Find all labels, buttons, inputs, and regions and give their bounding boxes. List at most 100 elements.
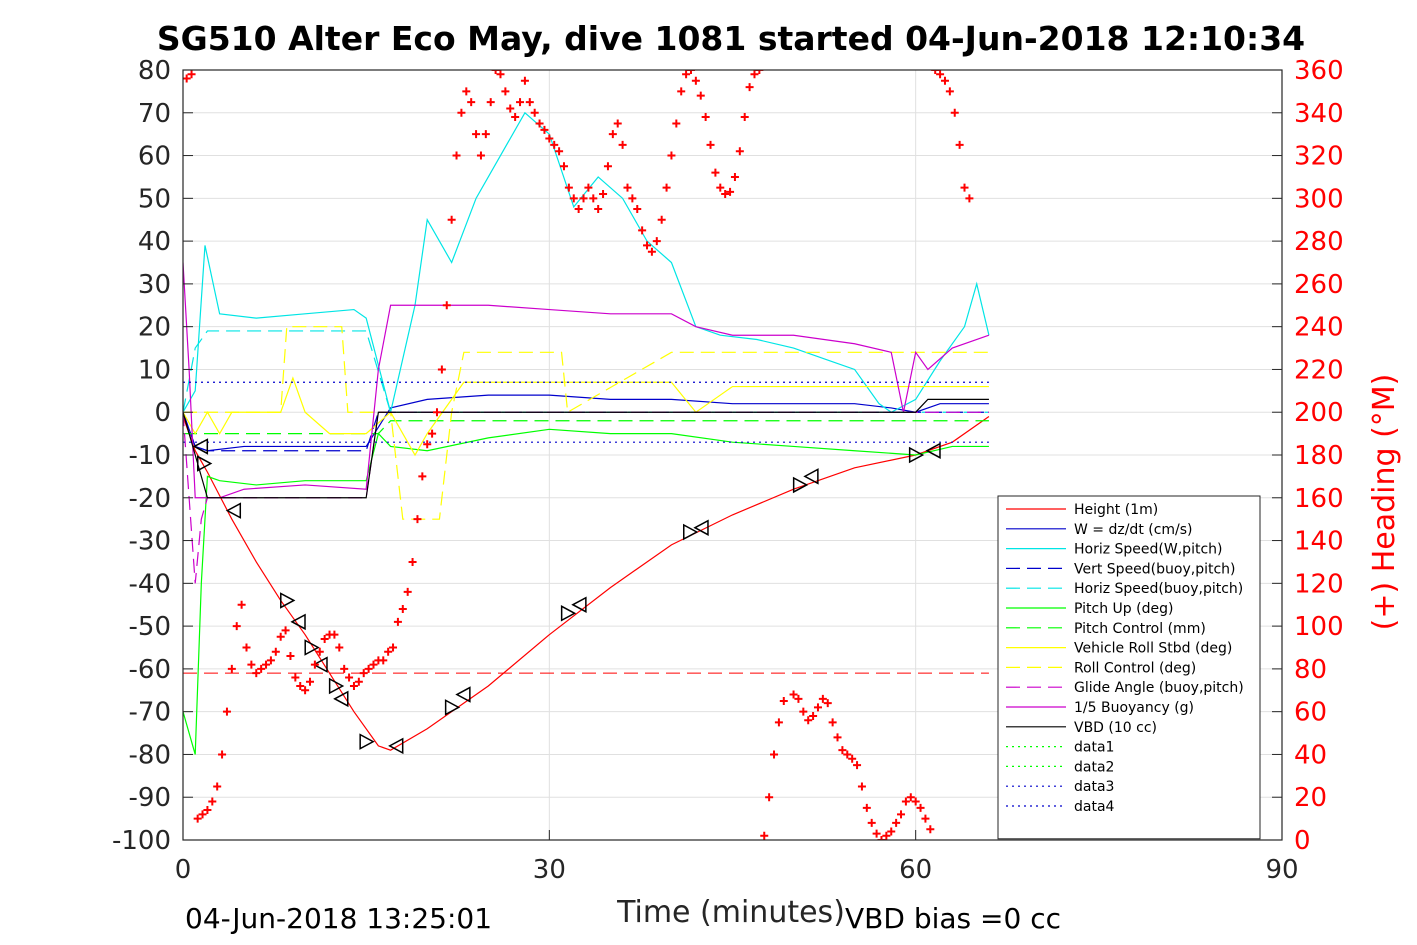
heading-point — [345, 673, 354, 682]
heading-point — [271, 647, 280, 656]
legend-entry: VBD (10 cc) — [1074, 720, 1157, 736]
series-line-pitch-control-mm — [183, 420, 989, 435]
y2-tick-label: 360 — [1294, 56, 1344, 86]
heading-point — [667, 151, 676, 160]
heading-point — [310, 660, 319, 669]
heading-point — [833, 733, 842, 742]
heading-point — [677, 87, 686, 96]
chart-title: SG510 Alter Eco May, dive 1081 started 0… — [157, 19, 1305, 58]
heading-point — [950, 108, 959, 117]
heading-point — [389, 643, 398, 652]
y2-tick-label: 40 — [1294, 740, 1327, 770]
y-tick-label: -50 — [129, 612, 171, 642]
heading-point — [213, 782, 222, 791]
heading-point — [716, 183, 725, 192]
triangle-marker — [359, 733, 375, 750]
x-tick-label: 0 — [175, 855, 192, 885]
heading-point — [706, 140, 715, 149]
heading-point — [262, 660, 271, 669]
heading-point — [281, 626, 290, 635]
heading-point — [892, 818, 901, 827]
heading-point — [187, 70, 196, 79]
legend-entry: data4 — [1074, 799, 1115, 815]
triangle-marker — [444, 699, 461, 716]
y2-axis-label: (+) Heading (°M) — [1367, 374, 1402, 631]
heading-point — [315, 647, 324, 656]
heading-point — [349, 682, 358, 690]
heading-point — [628, 194, 637, 203]
heading-point — [379, 656, 388, 665]
data-layer — [183, 111, 990, 755]
y-tick-label: 20 — [138, 313, 171, 343]
series-line-roll-control-deg — [183, 326, 989, 520]
y2-tick-label: 20 — [1294, 783, 1327, 813]
heading-point — [305, 677, 314, 686]
triangle-marker — [280, 592, 296, 609]
heading-point — [516, 98, 525, 107]
x-axis-label: Time (minutes) — [616, 895, 845, 930]
heading-point — [232, 622, 241, 631]
heading-point — [906, 793, 915, 802]
heading-point — [643, 241, 652, 250]
heading-point — [779, 696, 788, 705]
heading-point — [828, 718, 837, 727]
x-tick-label: 90 — [1265, 855, 1298, 885]
heading-point — [735, 147, 744, 156]
y-tick-label: 40 — [138, 227, 171, 257]
heading-layer — [183, 70, 974, 840]
heading-point — [472, 130, 481, 139]
heading-point — [853, 761, 862, 770]
heading-point — [789, 690, 798, 699]
heading-point — [965, 194, 974, 203]
heading-point — [486, 98, 495, 107]
y-tick-label: 60 — [138, 142, 171, 172]
y-tick-label: 30 — [138, 270, 171, 300]
heading-point — [506, 104, 515, 113]
triangle-marker — [192, 438, 209, 455]
heading-point — [794, 694, 803, 703]
heading-point — [291, 673, 300, 682]
heading-point — [867, 818, 876, 827]
heading-point — [623, 183, 632, 192]
heading-point — [330, 630, 339, 639]
y-tick-label: 80 — [138, 56, 171, 86]
heading-point — [545, 134, 554, 143]
heading-point — [848, 754, 857, 763]
y2-tick-label: 220 — [1294, 355, 1344, 385]
heading-point — [491, 70, 500, 74]
heading-point — [559, 162, 568, 171]
triangle-marker — [312, 656, 328, 673]
heading-point — [584, 183, 593, 192]
heading-point — [320, 634, 329, 643]
x-tick-label: 60 — [899, 855, 932, 885]
heading-point — [564, 183, 573, 192]
legend: Height (1m) W = dz/dt (cm/s) Horiz Speed(W… — [997, 495, 1261, 840]
heading-point — [193, 814, 202, 823]
y2-tick-label: 0 — [1294, 826, 1311, 856]
heading-point — [599, 190, 608, 199]
y2-tick-label: 80 — [1294, 655, 1327, 685]
heading-point — [960, 183, 969, 192]
heading-point — [555, 147, 564, 156]
legend-entry: Roll Control (deg) — [1074, 660, 1196, 676]
heading-point — [335, 643, 344, 652]
legend-entry: Vert Speed(buoy,pitch) — [1074, 561, 1236, 577]
heading-point — [872, 829, 881, 838]
heading-point — [931, 70, 940, 74]
heading-point — [887, 827, 896, 836]
y-tick-label: -40 — [129, 569, 171, 599]
heading-point — [721, 190, 730, 199]
heading-point — [423, 440, 432, 449]
heading-point — [603, 162, 612, 171]
heading-point — [755, 70, 764, 74]
heading-point — [413, 515, 422, 524]
heading-point — [247, 660, 256, 669]
legend-entry: Glide Angle (buoy,pitch) — [1074, 680, 1244, 696]
heading-point — [818, 694, 827, 703]
heading-point — [296, 682, 305, 690]
y2-tick-label: 140 — [1294, 527, 1344, 557]
heading-point — [672, 119, 681, 128]
heading-point — [222, 707, 231, 716]
heading-point — [384, 647, 393, 656]
